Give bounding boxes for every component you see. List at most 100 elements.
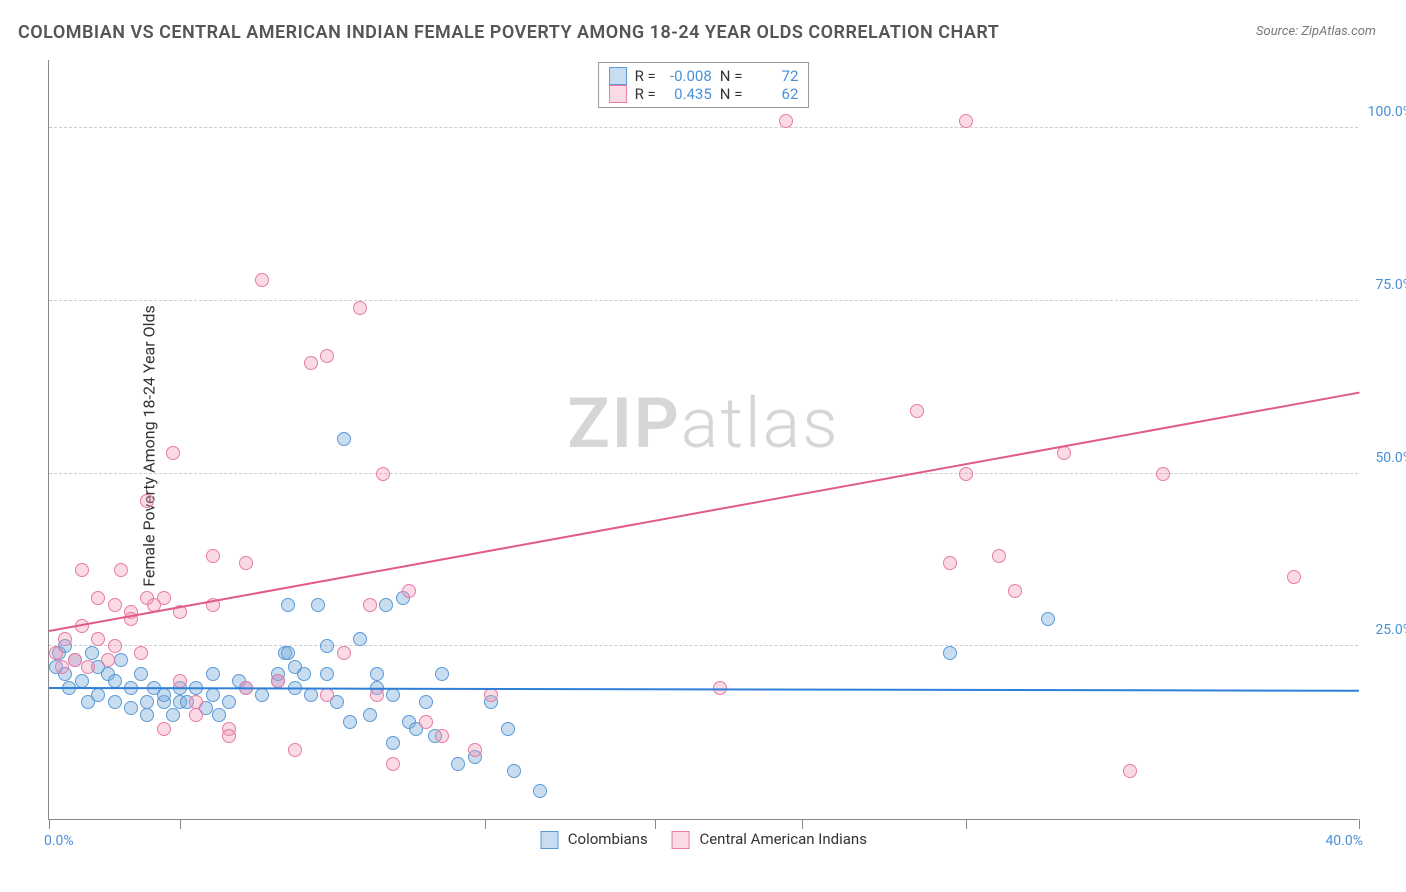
chart-container: COLOMBIAN VS CENTRAL AMERICAN INDIAN FEM…	[0, 0, 1406, 892]
data-point	[992, 549, 1006, 563]
data-point	[91, 591, 105, 605]
data-point	[81, 660, 95, 674]
data-point	[353, 632, 367, 646]
x-tick	[655, 819, 656, 829]
x-tick	[1359, 819, 1360, 829]
y-tick-label: 100.0%	[1368, 104, 1406, 120]
stat-label-n: N =	[720, 67, 743, 85]
data-point	[370, 688, 384, 702]
data-point	[468, 743, 482, 757]
data-point	[281, 598, 295, 612]
data-point	[1041, 612, 1055, 626]
data-point	[271, 674, 285, 688]
data-point	[943, 556, 957, 570]
stat-r-1: -0.008	[664, 67, 712, 85]
data-point	[255, 688, 269, 702]
data-point	[501, 722, 515, 736]
data-point	[943, 646, 957, 660]
x-tick	[485, 819, 486, 829]
data-point	[507, 764, 521, 778]
data-point	[189, 695, 203, 709]
stat-label-r: R =	[635, 85, 656, 103]
data-point	[222, 695, 236, 709]
stats-row-1: R = -0.008 N = 72	[609, 67, 799, 85]
data-point	[288, 743, 302, 757]
data-point	[376, 467, 390, 481]
stat-n-2: 62	[750, 85, 798, 103]
plot-area: ZIPatlas R = -0.008 N = 72 R = 0.435 N =…	[48, 60, 1358, 820]
data-point	[108, 674, 122, 688]
data-point	[140, 708, 154, 722]
data-point	[157, 722, 171, 736]
data-point	[173, 674, 187, 688]
data-point	[435, 667, 449, 681]
y-tick-label: 75.0%	[1375, 277, 1406, 293]
data-point	[435, 729, 449, 743]
data-point	[320, 667, 334, 681]
data-point	[304, 356, 318, 370]
data-point	[379, 598, 393, 612]
data-point	[55, 660, 69, 674]
data-point	[910, 404, 924, 418]
legend-label-1: Colombians	[568, 830, 648, 848]
x-axis-min-label: 0.0%	[44, 833, 74, 849]
stat-label-r: R =	[635, 67, 656, 85]
gridline	[49, 127, 1358, 128]
data-point	[304, 688, 318, 702]
source-attribution: Source: ZipAtlas.com	[1256, 24, 1376, 39]
data-point	[402, 584, 416, 598]
data-point	[206, 688, 220, 702]
stat-r-2: 0.435	[664, 85, 712, 103]
data-point	[140, 494, 154, 508]
stats-legend: R = -0.008 N = 72 R = 0.435 N = 62	[598, 62, 810, 108]
legend-item-1: Colombians	[540, 830, 648, 849]
data-point	[108, 598, 122, 612]
legend-item-2: Central American Indians	[672, 830, 867, 849]
data-point	[206, 549, 220, 563]
stats-row-2: R = 0.435 N = 62	[609, 85, 799, 103]
data-point	[114, 653, 128, 667]
data-point	[320, 688, 334, 702]
data-point	[124, 701, 138, 715]
swatch-pink	[609, 85, 627, 103]
data-point	[189, 708, 203, 722]
watermark-strong: ZIP	[567, 383, 680, 465]
x-tick	[966, 819, 967, 829]
data-point	[337, 646, 351, 660]
legend-swatch-blue	[540, 831, 558, 849]
data-point	[212, 708, 226, 722]
data-point	[281, 646, 295, 660]
data-point	[49, 646, 63, 660]
data-point	[101, 653, 115, 667]
gridline	[49, 300, 1358, 301]
data-point	[959, 114, 973, 128]
swatch-blue	[609, 67, 627, 85]
data-point	[157, 591, 171, 605]
data-point	[311, 598, 325, 612]
data-point	[58, 632, 72, 646]
data-point	[134, 667, 148, 681]
data-point	[297, 667, 311, 681]
x-tick	[49, 819, 50, 829]
data-point	[353, 301, 367, 315]
data-point	[239, 556, 253, 570]
watermark: ZIPatlas	[567, 383, 839, 465]
x-axis-max-label: 40.0%	[1325, 833, 1363, 849]
data-point	[140, 695, 154, 709]
stat-label-n: N =	[720, 85, 743, 103]
data-point	[91, 688, 105, 702]
data-point	[386, 757, 400, 771]
data-point	[320, 349, 334, 363]
data-point	[75, 563, 89, 577]
data-point	[157, 688, 171, 702]
y-tick-label: 25.0%	[1375, 622, 1406, 638]
data-point	[108, 639, 122, 653]
chart-title: COLOMBIAN VS CENTRAL AMERICAN INDIAN FEM…	[18, 22, 999, 43]
data-point	[91, 632, 105, 646]
legend-label-2: Central American Indians	[699, 830, 867, 848]
data-point	[85, 646, 99, 660]
data-point	[533, 784, 547, 798]
data-point	[1156, 467, 1170, 481]
data-point	[114, 563, 128, 577]
data-point	[134, 646, 148, 660]
